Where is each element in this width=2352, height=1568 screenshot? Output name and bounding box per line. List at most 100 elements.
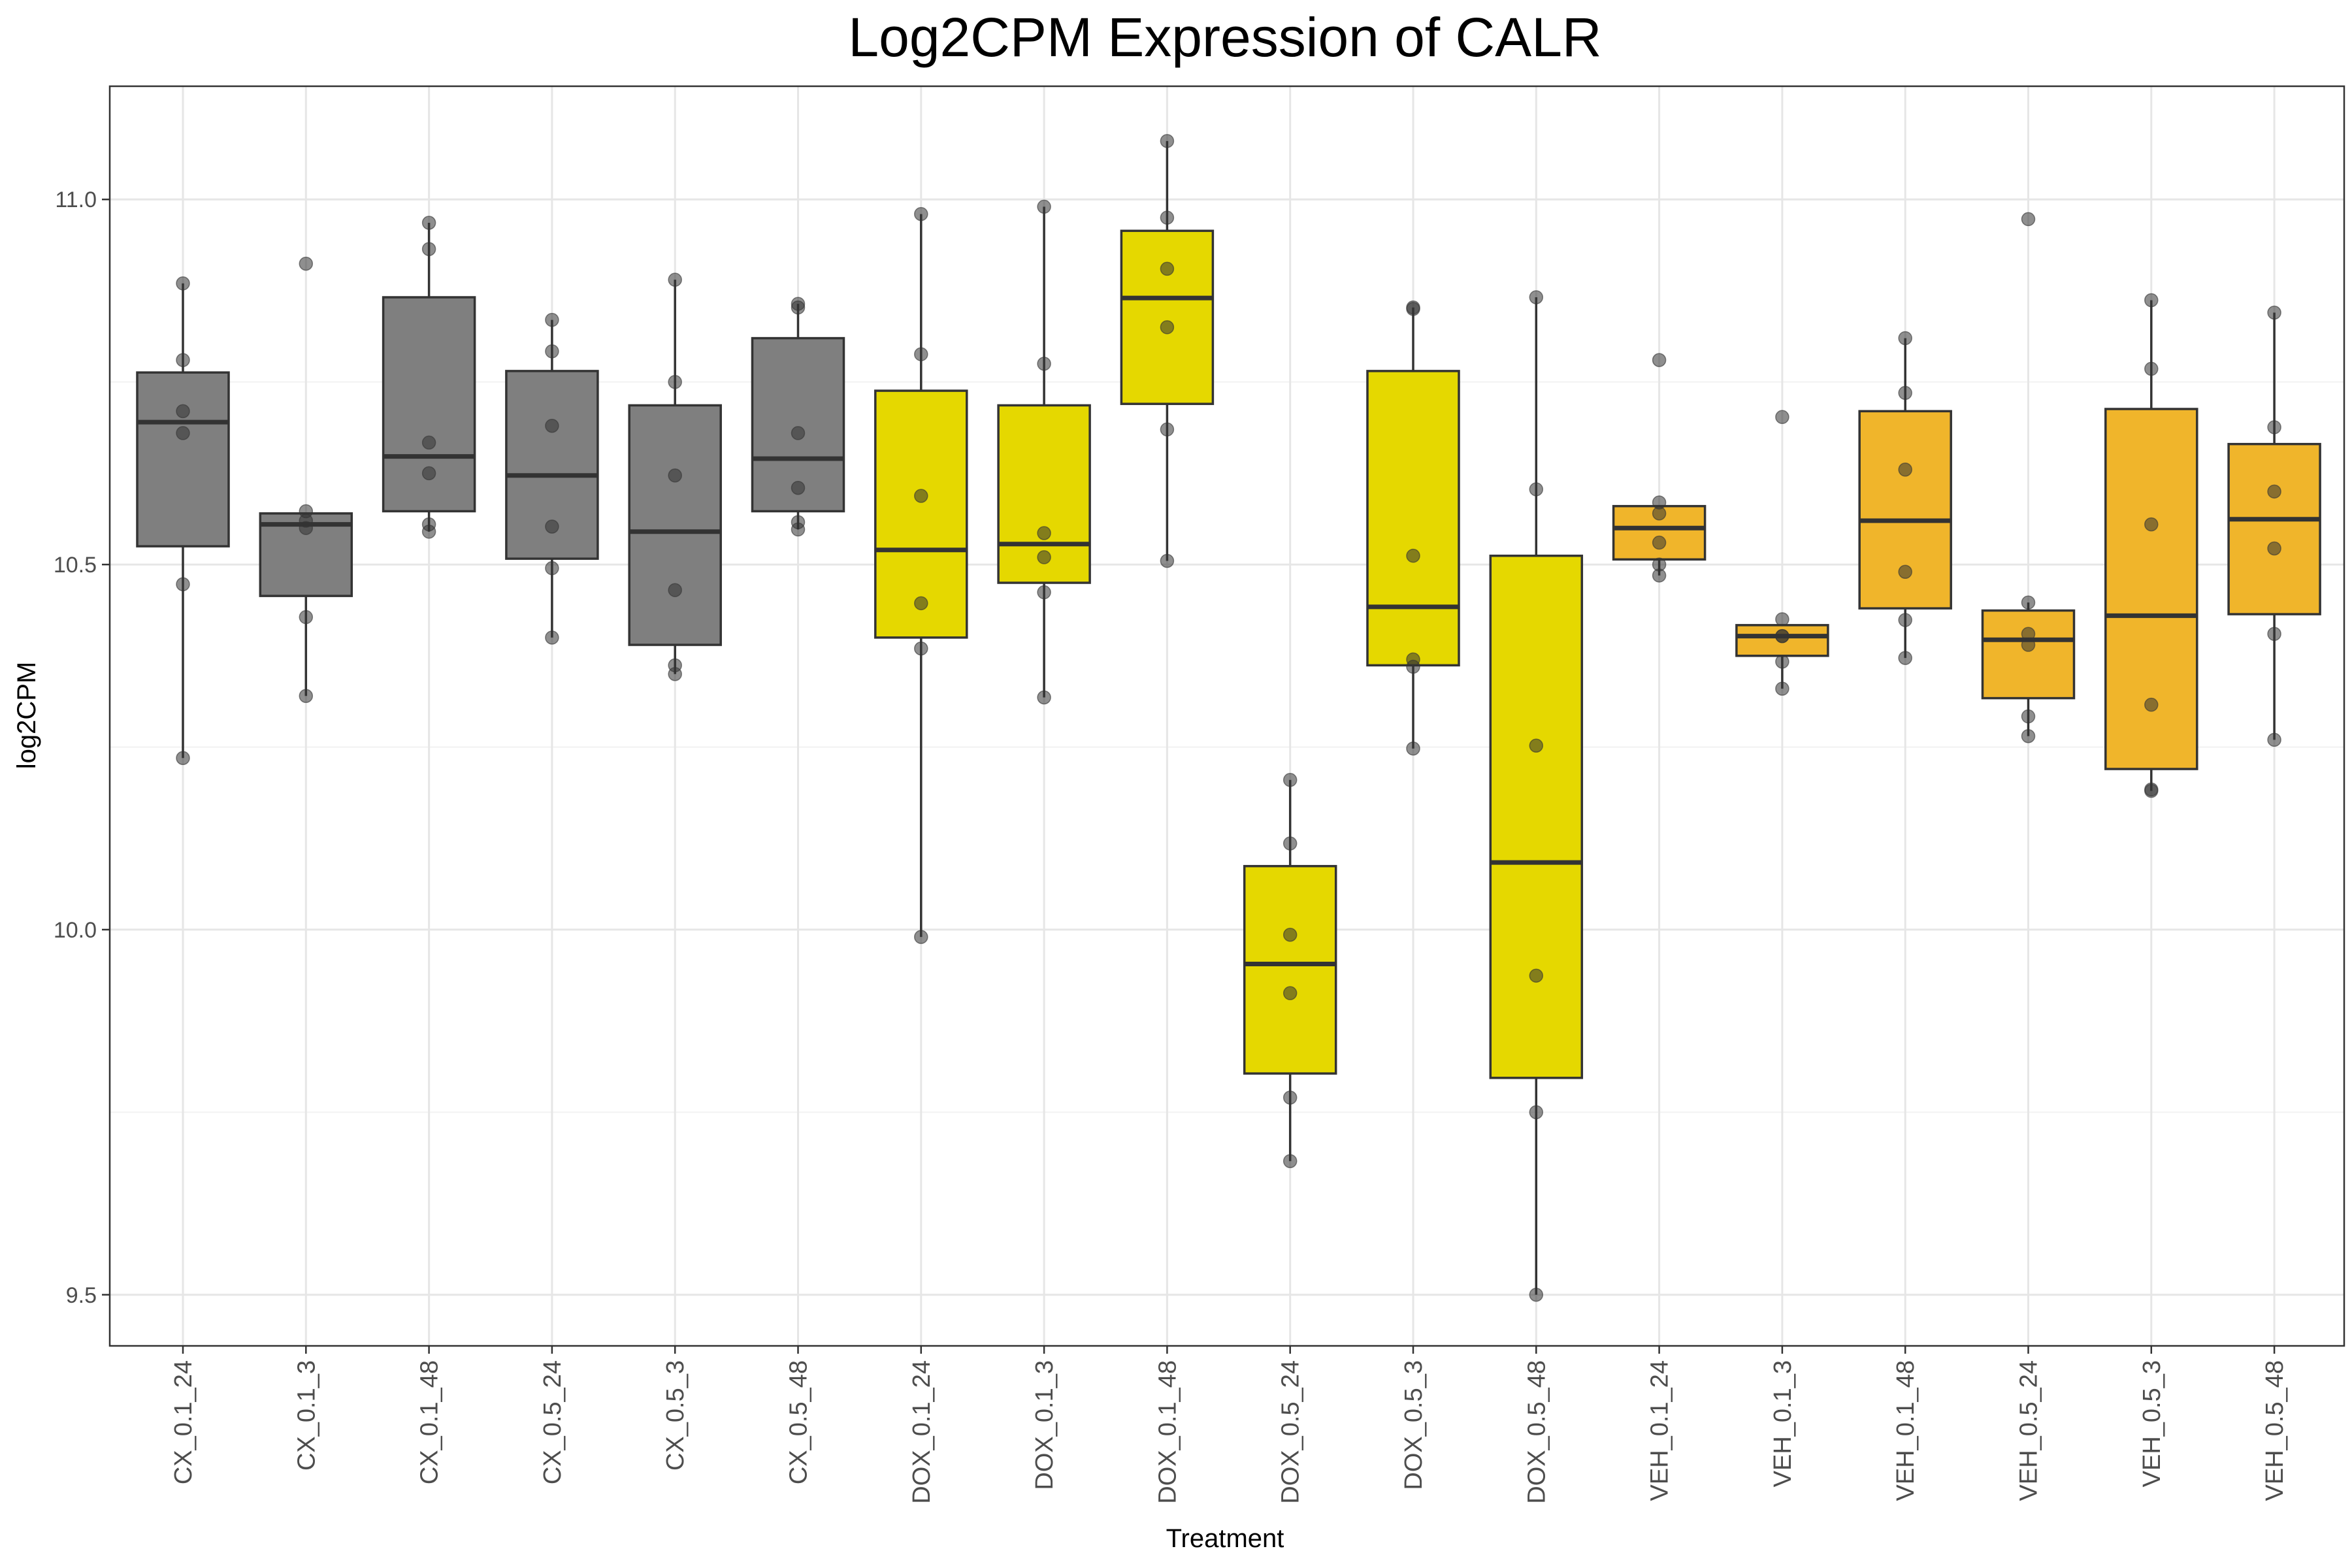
- data-point: [1652, 535, 1667, 550]
- data-point: [1160, 422, 1175, 437]
- chart-title: Log2CPM Expression of CALR: [848, 7, 1601, 68]
- data-point: [1406, 659, 1420, 674]
- data-point: [421, 435, 436, 450]
- data-point: [1898, 331, 1912, 346]
- data-point: [1775, 612, 1789, 627]
- data-point: [545, 519, 559, 534]
- x-tick-label: DOX_0.1_24: [908, 1360, 936, 1504]
- data-point: [1529, 1105, 1544, 1120]
- data-point: [2267, 420, 2281, 434]
- data-point: [1529, 968, 1544, 983]
- data-point: [2021, 595, 2036, 610]
- box-layer: [136, 140, 2321, 1295]
- data-point: [1652, 506, 1667, 521]
- data-point: [421, 466, 436, 481]
- data-point: [1529, 738, 1544, 753]
- x-tick-label: CX_0.1_24: [170, 1360, 197, 1484]
- data-point: [299, 256, 314, 271]
- data-point: [1775, 681, 1789, 696]
- data-point: [1160, 134, 1175, 148]
- x-tick-label: DOX_0.5_3: [1400, 1360, 1428, 1490]
- data-point: [1775, 410, 1789, 425]
- y-tick-label: 10.0: [54, 918, 97, 943]
- data-point: [2267, 541, 2281, 556]
- data-point: [668, 583, 682, 597]
- data-point: [791, 480, 806, 495]
- data-point: [791, 426, 806, 440]
- data-point: [1037, 585, 1051, 600]
- data-point: [2144, 783, 2159, 798]
- data-point: [1282, 1090, 1298, 1105]
- data-point: [1282, 986, 1298, 1000]
- box-body: [1243, 864, 1337, 1075]
- data-point: [176, 426, 190, 440]
- data-point: [1898, 385, 1912, 400]
- data-point: [1037, 356, 1051, 371]
- data-point: [176, 353, 190, 367]
- box-body: [1366, 370, 1460, 667]
- data-point: [545, 561, 559, 576]
- data-point: [2021, 709, 2036, 724]
- data-point: [1037, 199, 1051, 214]
- data-point: [421, 525, 436, 539]
- box-body: [1489, 554, 1584, 1079]
- data-point: [1652, 353, 1667, 367]
- data-point: [2021, 638, 2036, 652]
- x-tick-label: CX_0.5_48: [785, 1360, 813, 1484]
- data-point: [914, 206, 928, 221]
- data-point: [1282, 773, 1298, 787]
- x-tick-label: VEH_0.5_3: [2138, 1360, 2166, 1487]
- data-point: [299, 689, 314, 704]
- data-point: [299, 521, 314, 535]
- data-point: [1037, 690, 1051, 705]
- x-tick-label: DOX_0.1_48: [1154, 1360, 1181, 1504]
- data-point: [2267, 305, 2281, 320]
- data-point: [914, 641, 928, 656]
- x-tick-label: CX_0.5_3: [662, 1360, 689, 1471]
- y-tick-label: 9.5: [66, 1283, 97, 1308]
- y-tick-label: 11.0: [55, 188, 97, 212]
- data-point: [1282, 836, 1298, 851]
- data-point: [1775, 654, 1789, 669]
- data-point: [914, 347, 928, 361]
- data-point: [914, 930, 928, 944]
- data-point: [176, 276, 190, 291]
- y-axis-title: log2CPM: [12, 662, 41, 770]
- data-point: [1529, 482, 1544, 497]
- data-point: [545, 630, 559, 645]
- box-body: [2104, 408, 2198, 770]
- data-point: [176, 404, 190, 419]
- data-point: [1898, 463, 1912, 477]
- data-point: [2021, 212, 2036, 227]
- data-point: [545, 344, 559, 359]
- box-body: [1120, 229, 1215, 405]
- y-tick-label: 10.5: [54, 553, 97, 578]
- data-point: [1160, 210, 1175, 225]
- data-point: [2267, 484, 2281, 499]
- data-point: [421, 216, 436, 230]
- point-layer: [176, 134, 2281, 1302]
- box-body: [2227, 442, 2321, 615]
- x-axis-title: Treatment: [1166, 1524, 1284, 1553]
- data-point: [914, 596, 928, 611]
- data-point: [421, 242, 436, 256]
- x-tick-label: VEH_0.1_48: [1892, 1360, 1919, 1501]
- data-point: [2021, 728, 2036, 743]
- data-point: [176, 577, 190, 592]
- panel-border: [108, 85, 2345, 1347]
- data-point: [1898, 651, 1912, 665]
- data-point: [791, 522, 806, 537]
- x-tick-label: VEH_0.5_48: [2261, 1360, 2289, 1501]
- data-point: [1037, 526, 1051, 540]
- x-tick-label: CX_0.5_24: [539, 1360, 566, 1484]
- data-point: [2267, 732, 2281, 747]
- data-point: [1160, 320, 1175, 335]
- x-tick-label: VEH_0.1_3: [1769, 1360, 1797, 1487]
- box-body: [628, 404, 722, 646]
- x-tick-label: VEH_0.1_24: [1646, 1360, 1674, 1501]
- data-point: [1529, 290, 1544, 304]
- data-point: [1406, 302, 1420, 316]
- data-point: [545, 312, 559, 327]
- grid-layer: [110, 86, 2344, 1346]
- data-point: [1160, 553, 1175, 568]
